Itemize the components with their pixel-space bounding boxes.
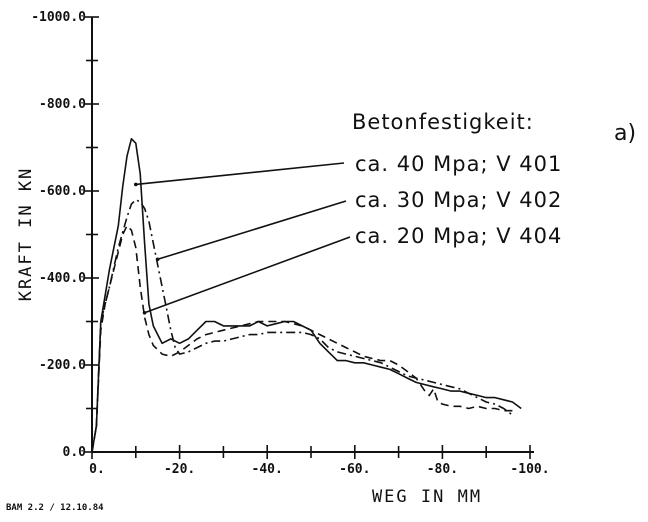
y-tick-label: 0.0: [63, 445, 87, 460]
y-tick-label: -400.0: [39, 271, 86, 286]
series-line-1: [91, 138, 522, 453]
y-tick-label: -600.0: [39, 184, 86, 199]
series-line-3: [91, 225, 513, 453]
legend-entry-2: ca. 30 Mpa; V 402: [355, 188, 562, 212]
x-tick-label: -20.: [164, 462, 195, 477]
legend-leader-marker-2: [155, 257, 160, 262]
legend-leader-2: [157, 200, 347, 261]
legend-entry-1: ca. 40 Mpa; V 401: [355, 152, 562, 176]
series-line-2: [91, 198, 513, 453]
x-tick-label: -60.: [339, 462, 370, 477]
legend-title: Betonfestigkeit:: [352, 110, 534, 134]
x-tick-label: -100.: [510, 462, 549, 477]
x-tick-label: -40.: [252, 462, 283, 477]
legend-leader-3: [144, 236, 351, 314]
x-axis-title: WEG IN MM: [372, 487, 482, 507]
x-tick-label: -80.: [427, 462, 458, 477]
annotation-layer: [134, 162, 351, 315]
legend-leader-marker-3: [142, 311, 147, 315]
panel-label: a): [614, 121, 636, 146]
legend-entry-3: ca. 20 Mpa; V 404: [355, 224, 562, 248]
axes: [85, 16, 534, 459]
y-tick-label: -1000.0: [31, 10, 86, 25]
y-tick-label: -800.0: [39, 97, 86, 112]
series-layer: [91, 138, 522, 453]
legend-leader-1: [135, 162, 345, 186]
footer-label: BAM 2.2 / 12.10.84: [6, 503, 104, 513]
y-tick-label: -200.0: [39, 358, 86, 373]
x-tick-label: 0.: [89, 462, 105, 477]
y-axis-title: KRAFT IN KN: [16, 167, 36, 302]
text-layer: 0.0 -200.0 -400.0 -600.0 -800.0 -1000.0 0. -20.…: [6, 10, 636, 513]
legend-leader-marker-1: [134, 182, 138, 187]
